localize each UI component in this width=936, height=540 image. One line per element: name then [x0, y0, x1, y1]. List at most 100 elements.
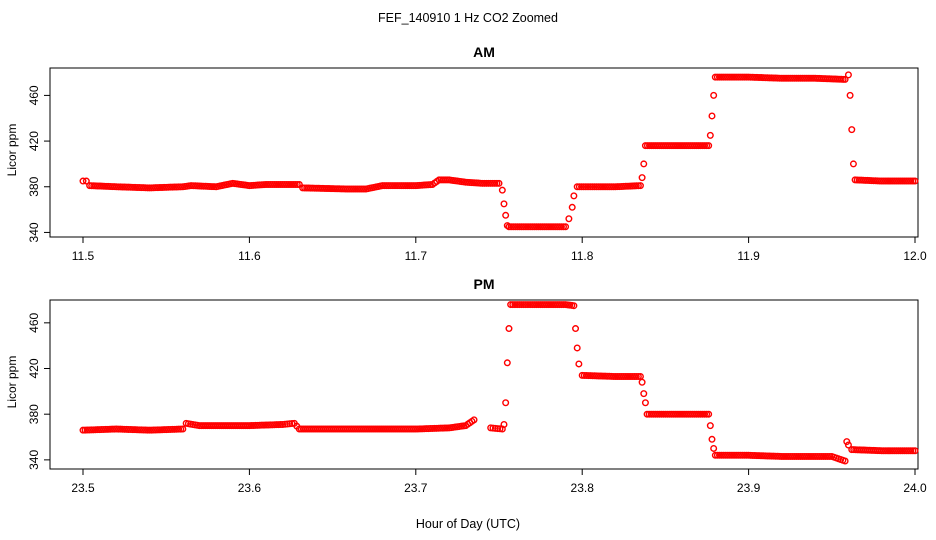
data-point [636, 182, 644, 190]
data-point [517, 301, 525, 309]
data-point [524, 301, 532, 309]
data-point [562, 223, 570, 231]
data-point [513, 301, 521, 309]
data-point [573, 344, 581, 352]
data-point [911, 177, 919, 185]
panel-title: PM [474, 276, 495, 292]
data-point [526, 301, 534, 309]
data-point [573, 183, 581, 191]
data-point [580, 183, 588, 191]
y-tick-label: 340 [27, 222, 41, 242]
plot-frame [49, 299, 919, 470]
data-point [516, 223, 524, 231]
data-point [513, 223, 521, 231]
data-point [503, 359, 511, 367]
y-axis-label: Licor ppm [5, 124, 19, 177]
data-point [520, 301, 528, 309]
y-axis-label: Licor ppm [5, 356, 19, 409]
data-point [578, 183, 586, 191]
data-point [79, 177, 87, 185]
data-point [515, 301, 523, 309]
panel-title: AM [473, 44, 495, 60]
data-point [470, 416, 478, 424]
data-point [708, 112, 716, 120]
data-point [706, 422, 714, 430]
y-tick-label: 340 [27, 450, 41, 470]
data-point [507, 301, 515, 309]
y-tick-label: 420 [27, 131, 41, 151]
data-point [565, 215, 573, 223]
data-point [500, 420, 508, 428]
data-point [641, 399, 649, 407]
y-tick-label: 420 [27, 358, 41, 378]
data-point [502, 399, 510, 407]
data-point [522, 301, 530, 309]
figure-title: FEF_140910 1 Hz CO2 Zoomed [378, 11, 558, 25]
data-point [570, 302, 578, 310]
data-point [911, 447, 919, 455]
x-tick-label: 11.8 [571, 249, 594, 263]
data-point [570, 192, 578, 200]
panel-pm: PM Licor ppm 23.5 23.6 23.7 23.8 23.9 24.0 340… [5, 276, 927, 495]
x-tick-label: 23.7 [404, 481, 428, 495]
x-tick-label: 12.0 [903, 249, 927, 263]
data-point [522, 223, 530, 231]
data-point [708, 435, 716, 443]
x-tick-label: 23.6 [238, 481, 262, 495]
x-tick-label: 11.7 [405, 249, 428, 263]
data-point [520, 223, 528, 231]
plot-frame [49, 67, 919, 238]
data-point [841, 75, 849, 83]
data-point [638, 174, 646, 182]
y-tick-label: 460 [27, 313, 41, 333]
data-point [584, 183, 592, 191]
data-point [505, 223, 513, 231]
data-point [502, 211, 510, 219]
data-point [706, 131, 714, 139]
data-point [524, 223, 532, 231]
data-point [509, 223, 517, 231]
data-point [591, 183, 599, 191]
data-point [843, 438, 851, 446]
data-point [582, 183, 590, 191]
data-point [705, 410, 713, 418]
data-point [710, 444, 718, 452]
x-tick-label: 23.5 [71, 481, 95, 495]
data-point [586, 183, 594, 191]
x-tick-label: 24.0 [903, 481, 927, 495]
data-point [511, 301, 519, 309]
data-point [705, 142, 713, 150]
data-point [505, 325, 513, 333]
y-tick-label: 380 [27, 404, 41, 424]
data-point [498, 186, 506, 194]
data-point [593, 183, 601, 191]
data-point [575, 360, 583, 368]
data-point [507, 223, 515, 231]
data-point [841, 457, 849, 465]
data-point [846, 91, 854, 99]
x-tick-label: 11.6 [238, 249, 261, 263]
data-point [179, 425, 187, 433]
x-tick-label: 23.9 [737, 481, 761, 495]
data-point [518, 223, 526, 231]
data-point [638, 378, 646, 386]
y-tick-label: 460 [27, 85, 41, 105]
data-point [500, 200, 508, 208]
data-point [509, 301, 517, 309]
x-tick-label: 11.5 [72, 249, 95, 263]
data-point [640, 160, 648, 168]
data-point [849, 160, 857, 168]
data-point [844, 441, 852, 449]
y-tick-label: 380 [27, 176, 41, 196]
data-point [572, 325, 580, 333]
data-point [511, 223, 519, 231]
figure-xlabel: Hour of Day (UTC) [416, 517, 520, 531]
data-point [640, 390, 648, 398]
data-point [710, 91, 718, 99]
data-point [495, 179, 503, 187]
data-point [844, 71, 852, 79]
data-point [82, 177, 90, 185]
x-tick-label: 11.9 [737, 249, 760, 263]
data-point [575, 183, 583, 191]
